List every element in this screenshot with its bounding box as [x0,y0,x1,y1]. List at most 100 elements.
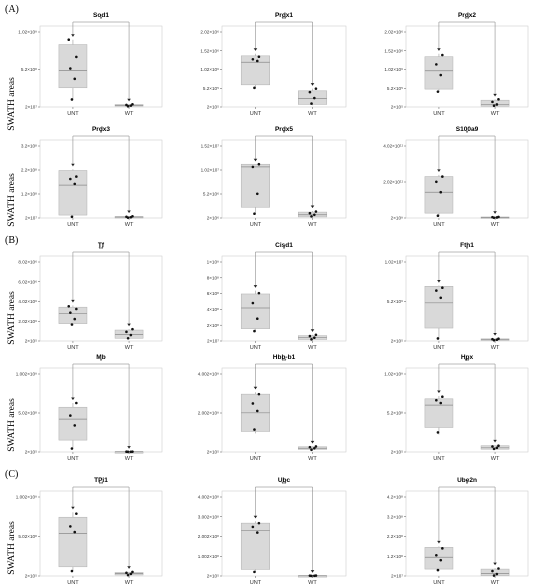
data-point [313,446,316,450]
plot-frame [221,255,347,342]
y-tick-label: 1.02×10⁷ [385,260,404,265]
significance-label: ** [282,359,287,365]
panel-title: Prdx3 [92,126,110,133]
box-unt [58,406,88,441]
significance-label: * [466,247,469,253]
x-tick-label: UNT [67,580,79,586]
significance-label: ** [465,17,470,23]
data-point [314,574,318,577]
data-point [439,558,443,562]
panel-title: Mb [96,354,105,361]
plot-frame [405,25,529,108]
x-tick-label: UNT [250,111,262,117]
data-point [253,329,256,333]
x-tick-label: UNT [433,222,445,228]
arrow-head-right [493,332,497,336]
panel-title: Prdx5 [275,126,293,133]
data-point [441,175,444,178]
plot-frame [39,490,163,577]
data-point [70,215,74,219]
data-point [314,210,318,213]
x-tick-label: UNT [67,456,79,462]
data-point [69,67,72,70]
y-tick-label: 4.2×10⁸ [387,495,403,500]
arrow-head-right [310,205,315,209]
box-unt [58,306,88,324]
x-tick-label: UNT [433,456,445,462]
data-point [436,214,440,218]
y-axis-label-row1: SWATH areas [7,77,17,131]
y-tick-label: 2×10⁷ [25,105,37,110]
arrow-head-right [310,570,315,573]
arrow-head-right [127,98,131,102]
arrow-head-right [493,562,497,566]
x-tick-label: WT [491,111,500,117]
x-tick-label: UNT [250,456,262,462]
arrow-head-left [71,506,75,510]
data-point [491,569,494,573]
plot-frame [405,367,529,453]
data-point [69,525,72,528]
data-point [70,323,74,326]
plot-frame [39,25,163,108]
data-point [441,547,444,550]
y-tick-label: 2.2×10⁸ [21,168,37,173]
arrow-head-left [437,540,441,544]
y-tick-label: 2×10⁵ [207,450,219,455]
data-point [439,296,443,300]
plot-frame [405,490,529,577]
data-point [313,336,316,339]
data-point [439,401,443,405]
y-tick-label: 5.02×10⁸ [18,534,37,539]
data-point [314,445,318,448]
y-tick-label: 6.02×10⁶ [18,279,37,284]
y-tick-label: 2×10⁹ [391,216,403,221]
data-point [491,337,494,341]
box-wt [480,568,510,576]
data-point [69,177,72,181]
y-tick-label: 2×10⁵ [25,339,37,344]
y-tick-label: 1.002×10⁹ [16,372,37,377]
box-panel-prdx3: Prdx3 2×10⁷ 1.2×10⁸ 2.2×10⁸ 3.2×10⁸ UNT WT * [21,126,163,228]
y-tick-label: 3.2×10⁸ [387,514,403,519]
significance-label: ** [282,17,287,23]
arrow-head-left [253,158,258,162]
x-tick-label: WT [308,345,317,351]
x-tick-label: UNT [250,222,262,228]
panel-title: TPi1 [94,477,108,484]
box-unt [424,547,454,570]
x-tick-label: WT [125,345,134,351]
data-point [492,447,496,451]
data-point [251,57,255,61]
data-point [497,444,500,448]
data-point [313,96,316,100]
significance-label: * [466,482,469,488]
arrow-head-left [253,285,258,288]
box-unt [58,44,88,89]
data-point [73,424,77,427]
data-point [497,215,500,219]
arrow-head-right [127,566,131,569]
data-point [75,175,78,178]
data-point [497,567,500,570]
y-tick-label: 5.2×10⁶ [203,192,219,197]
data-point [253,212,256,215]
data-point [70,98,74,101]
box-panel-ubc: Ubc 2×10⁵ 1.002×10⁸ 2.002×10⁸ 3.002×10⁸ 4.002… [198,477,347,586]
panel-title: Prdx1 [275,12,293,19]
data-point [69,414,72,417]
data-point [73,317,77,321]
significance-label: * [283,247,286,253]
data-point [441,53,444,57]
y-tick-label: 1.2×10⁸ [21,192,37,197]
arrow-head-left [71,34,75,37]
y-tick-label: 2×10⁵ [25,450,37,455]
y-tick-label: 1.002×10⁹ [16,495,37,500]
data-point [75,401,78,405]
arrow-head-right [127,446,131,449]
plot-frame [221,25,347,108]
arrow-head-left [253,48,258,51]
panel-title: S100a9 [456,126,479,133]
plot-frame [221,490,347,577]
data-point [439,190,443,194]
